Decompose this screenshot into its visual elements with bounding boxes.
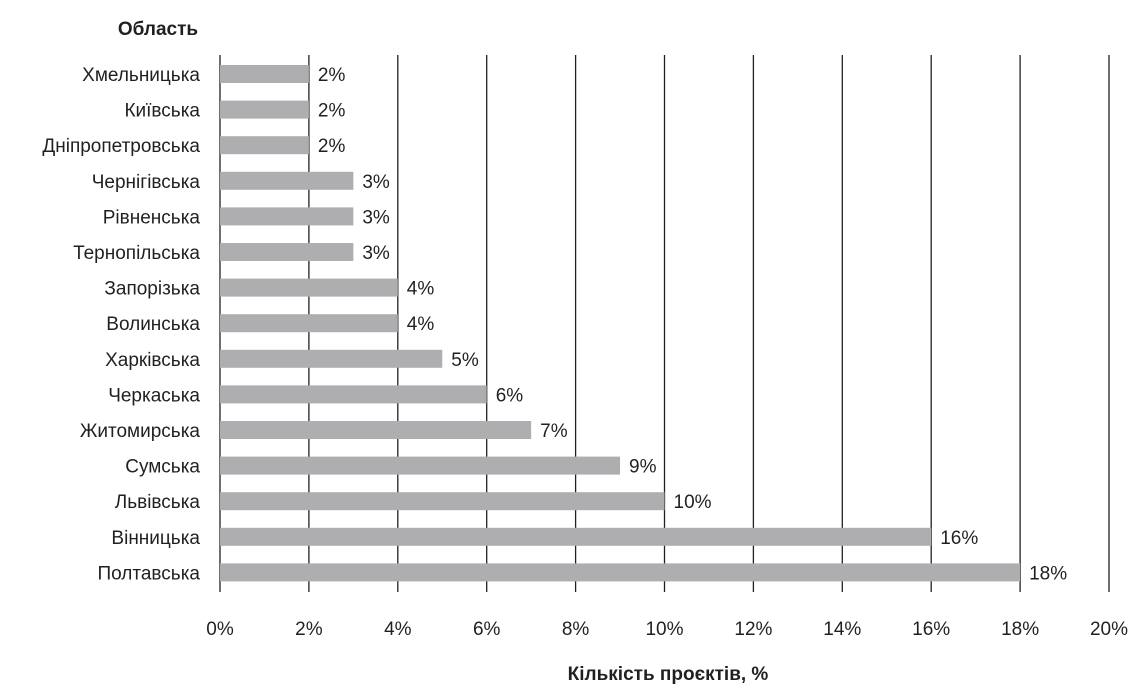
data-label: 4% bbox=[407, 314, 435, 335]
bar bbox=[220, 100, 309, 119]
data-label: 4% bbox=[407, 279, 435, 300]
data-labels: 2% 2% 2% 3% 3% 3% 4% 4% 5% 6% 7% 9% 10% 16% 18% bbox=[318, 65, 1067, 584]
data-label: 6% bbox=[496, 385, 524, 406]
data-label: 5% bbox=[451, 350, 479, 371]
data-label: 16% bbox=[940, 528, 978, 549]
bar bbox=[220, 492, 665, 511]
category-label: Харківська bbox=[105, 350, 200, 371]
x-tick-label: 8% bbox=[562, 619, 590, 640]
bar bbox=[220, 456, 621, 475]
x-tick-label: 2% bbox=[295, 619, 323, 640]
category-label: Полтавська bbox=[97, 563, 200, 584]
bar bbox=[220, 171, 354, 190]
bar bbox=[220, 421, 532, 439]
category-labels: Хмельницька Київська Дніпропетровська Черні… bbox=[42, 65, 200, 584]
category-label: Волинська bbox=[106, 314, 200, 335]
x-tick-label: 6% bbox=[473, 619, 501, 640]
data-label: 2% bbox=[318, 65, 346, 86]
data-label: 18% bbox=[1029, 563, 1067, 584]
bar bbox=[220, 243, 354, 261]
data-label: 9% bbox=[629, 457, 657, 478]
bars bbox=[220, 65, 1021, 582]
y-axis-title: Область bbox=[118, 19, 198, 40]
category-label: Тернопільська bbox=[73, 243, 200, 264]
data-label: 3% bbox=[362, 207, 390, 228]
x-tick-label: 18% bbox=[1001, 619, 1039, 640]
data-label: 7% bbox=[540, 421, 568, 442]
x-tick-label: 0% bbox=[206, 619, 234, 640]
bar bbox=[220, 65, 309, 83]
data-label: 2% bbox=[318, 136, 346, 157]
category-label: Рівненська bbox=[103, 207, 201, 228]
data-label: 2% bbox=[318, 101, 346, 122]
x-axis-title: Кількість проєктів, % bbox=[568, 664, 769, 685]
x-tick-labels: 0% 2% 4% 6% 8% 10% 12% 14% 16% 18% 20% bbox=[206, 619, 1128, 640]
bar bbox=[220, 278, 398, 297]
category-label: Сумська bbox=[125, 457, 200, 478]
category-label: Запорізька bbox=[104, 279, 200, 300]
bar bbox=[220, 207, 354, 226]
category-label: Житомирська bbox=[80, 421, 201, 442]
category-label: Дніпропетровська bbox=[42, 136, 200, 157]
bar bbox=[220, 563, 1021, 582]
x-tick-label: 20% bbox=[1090, 619, 1128, 640]
bar bbox=[220, 385, 487, 404]
x-tick-label: 10% bbox=[645, 619, 683, 640]
bar bbox=[220, 314, 398, 333]
bar bbox=[220, 527, 932, 546]
category-label: Київська bbox=[124, 101, 200, 122]
bar bbox=[220, 136, 309, 155]
x-tick-label: 12% bbox=[734, 619, 772, 640]
data-label: 10% bbox=[674, 492, 712, 513]
category-label: Черкаська bbox=[108, 385, 200, 406]
category-label: Хмельницька bbox=[82, 65, 200, 86]
x-tick-label: 14% bbox=[823, 619, 861, 640]
x-tick-label: 16% bbox=[912, 619, 950, 640]
bar bbox=[220, 349, 443, 368]
data-label: 3% bbox=[362, 243, 390, 264]
category-label: Чернігівська bbox=[92, 172, 201, 193]
category-label: Вінницька bbox=[111, 528, 200, 549]
x-tick-label: 4% bbox=[384, 619, 412, 640]
data-label: 3% bbox=[362, 172, 390, 193]
category-label: Львівська bbox=[115, 492, 201, 513]
